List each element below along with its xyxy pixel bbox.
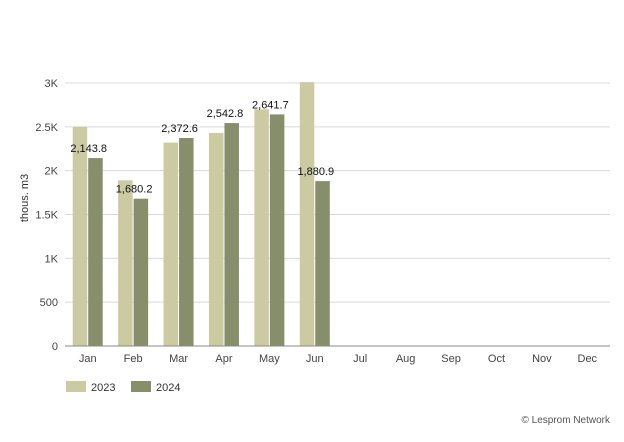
x-tick-label: Dec: [578, 353, 598, 365]
bar-2024-jan: [88, 158, 103, 346]
legend-swatch-2024: [131, 381, 151, 392]
x-tick-label: Feb: [124, 353, 143, 365]
bar-2024-feb: [133, 198, 149, 346]
legend-label-2024: 2024: [156, 382, 180, 394]
x-tick-label: Apr: [215, 353, 232, 365]
x-tick-label: Jul: [353, 353, 367, 365]
data-label: 2,542.8: [207, 108, 244, 120]
x-tick-label: Oct: [488, 353, 505, 365]
axes: 0 500 1K 1.5K 2K 2.5K 3K Jan Feb Mar Apr May Jun Jul A…: [35, 78, 610, 365]
data-label: 2,641.7: [252, 99, 289, 111]
bar-2023-apr: [208, 132, 224, 346]
x-tick-label: Aug: [396, 353, 416, 365]
y-tick-label: 2.5K: [35, 122, 58, 134]
bar-2024-jun: [315, 181, 330, 346]
y-tick-label: 3K: [45, 78, 59, 90]
y-tick-label: 1.5K: [35, 210, 58, 222]
x-tick-label: Mar: [169, 353, 188, 365]
data-label: 2,143.8: [70, 143, 107, 155]
bar-2024-apr: [224, 123, 239, 346]
bar-2023-mar: [163, 142, 179, 346]
gridlines: [65, 82, 610, 303]
bar-2023-jun: [299, 82, 315, 346]
x-tick-label: Jan: [79, 353, 97, 365]
x-tick-label: Nov: [532, 353, 552, 365]
data-labels: 2,143.8 1,680.2 2,372.6 2,542.8 2,641.7 1,880…: [70, 99, 334, 195]
bar-2023-may: [254, 109, 269, 346]
x-tick-label: Sep: [441, 353, 461, 365]
legend: 2023 2024: [66, 381, 180, 394]
y-axis-title: thous. m3: [19, 174, 31, 222]
data-label: 2,372.6: [161, 123, 198, 135]
bars: [72, 82, 330, 346]
credit-text: © Lesprom Network: [521, 415, 611, 426]
y-tick-label: 0: [52, 341, 58, 353]
bar-2023-jan: [72, 126, 88, 346]
legend-swatch-2023: [66, 381, 86, 392]
bar-2024-mar: [179, 138, 194, 346]
x-tick-label: May: [259, 353, 280, 365]
data-label: 1,680.2: [116, 184, 153, 196]
x-tick-label: Jun: [306, 353, 324, 365]
y-tick-label: 1K: [45, 253, 59, 265]
y-tick-label: 500: [40, 297, 58, 309]
data-label: 1,880.9: [297, 166, 334, 178]
legend-label-2023: 2023: [91, 382, 115, 394]
y-tick-label: 2K: [45, 166, 59, 178]
bar-2023-feb: [118, 180, 133, 346]
bar-2024-may: [269, 114, 285, 346]
